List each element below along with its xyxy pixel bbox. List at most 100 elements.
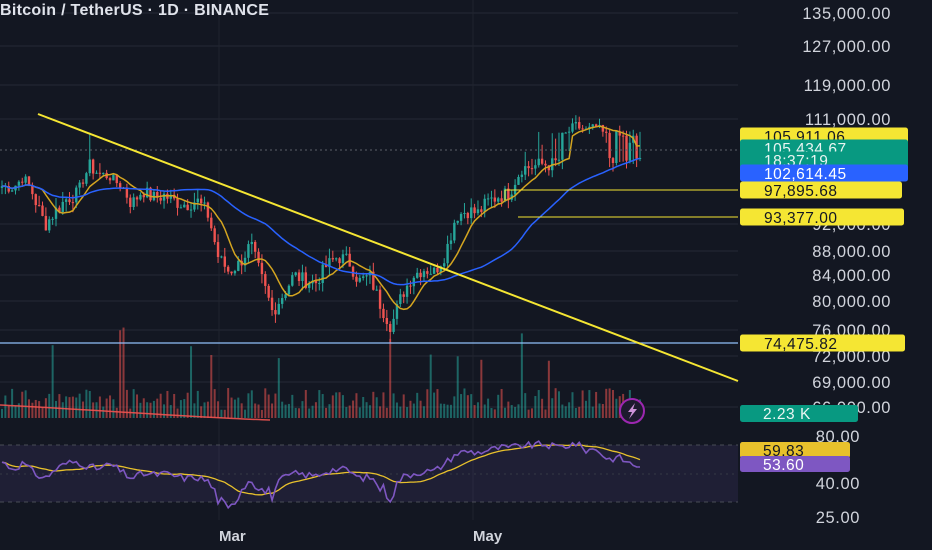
candle-body: [233, 270, 237, 274]
volume-bar: [163, 404, 166, 418]
volume-bar: [51, 345, 54, 418]
volume-bar: [503, 407, 506, 418]
volume-bar: [375, 397, 378, 418]
candle-body: [169, 194, 172, 199]
candle-body: [294, 272, 297, 276]
volume-bar: [132, 389, 135, 418]
candle-body: [473, 207, 476, 214]
candle-body: [108, 178, 112, 181]
volume-bar: [213, 389, 216, 418]
volume-bar: [419, 400, 422, 418]
rsi-tick-label: 40.00: [816, 475, 860, 493]
volume-bar: [551, 398, 554, 418]
candle-body: [334, 258, 338, 260]
candle-body: [183, 204, 186, 208]
rsi-label-rsi: 53.60: [763, 457, 804, 474]
volume-bar: [71, 396, 74, 418]
volume-bar: [416, 392, 419, 418]
volume-bar: [139, 402, 142, 418]
volume-bar: [483, 404, 486, 418]
volume-bar: [530, 408, 533, 418]
volume-bar: [439, 403, 442, 418]
volume-bar: [335, 392, 338, 418]
candle-body: [118, 183, 122, 189]
candle-body: [270, 297, 274, 311]
candle-body: [37, 205, 41, 207]
candle-body: [297, 272, 301, 281]
volume-bar: [554, 388, 557, 418]
volume-bar: [196, 390, 199, 418]
volume-bar: [34, 399, 37, 418]
volume-bar: [598, 403, 601, 418]
time-label-may: May: [473, 528, 503, 545]
replay-icon[interactable]: [619, 398, 645, 424]
volume-bar: [112, 399, 115, 418]
price-tick-label: 80,000.00: [812, 293, 891, 311]
price-label-bg: [740, 208, 904, 226]
volume-bar: [173, 393, 176, 418]
volume-bar: [379, 406, 382, 418]
candle-body: [61, 201, 64, 213]
candle-body: [544, 163, 547, 166]
candle-body: [318, 283, 321, 285]
candle-body: [48, 219, 51, 231]
candle-body: [21, 181, 24, 183]
candle-body: [399, 294, 402, 304]
volume-bar: [311, 405, 314, 418]
volume-bar: [605, 388, 608, 418]
candle-body: [287, 285, 291, 295]
volume-bar: [24, 390, 27, 418]
volume-bar: [98, 396, 101, 418]
candle-body: [10, 190, 14, 192]
volume-bar: [149, 402, 152, 418]
volume-bar: [547, 360, 550, 418]
volume-bar: [169, 405, 172, 418]
price-tick-label: 127,000.00: [802, 38, 891, 56]
candle-body: [574, 122, 578, 124]
candle-body: [277, 303, 281, 315]
volume-bar: [78, 393, 81, 418]
volume-bar: [68, 397, 71, 418]
candle-body: [210, 217, 213, 229]
volume-bar: [85, 389, 88, 418]
volume-bar: [142, 398, 145, 418]
volume-bar: [389, 338, 392, 418]
volume-bar: [28, 399, 31, 418]
candle-body: [0, 186, 4, 188]
volume-bar: [210, 355, 213, 418]
volume-bar: [446, 404, 449, 418]
candles: [0, 115, 642, 343]
volume-bar: [314, 402, 317, 418]
candle-body: [85, 173, 88, 184]
candle-body: [284, 294, 287, 299]
volume-bar: [48, 393, 51, 418]
candle-body: [230, 271, 233, 274]
trendline[interactable]: [37, 113, 739, 382]
candle-body: [341, 254, 345, 264]
volume-bar: [220, 409, 223, 418]
candle-body: [378, 289, 382, 309]
price-tick-label: 72,000.00: [812, 348, 891, 366]
candle-body: [162, 193, 166, 201]
volume-bar: [146, 402, 149, 418]
volume-bar: [304, 389, 307, 418]
volume-bar: [298, 408, 301, 418]
volume-bar: [41, 407, 44, 418]
candle-body: [382, 308, 385, 318]
candle-body: [361, 276, 365, 278]
candle-body: [395, 303, 399, 319]
price-label-ma: 102,614.45: [764, 166, 847, 183]
candle-body: [557, 159, 561, 161]
volume-bar: [38, 401, 41, 418]
volume-bar: [183, 399, 186, 418]
candle-body: [159, 197, 162, 201]
candle-body: [436, 267, 439, 273]
rsi-axis-ticks: 80.00 40.00 25.00: [816, 428, 860, 527]
volume-bar: [534, 396, 537, 418]
candle-body: [31, 185, 34, 195]
ma-slow-line: [1, 157, 641, 286]
volume-bar: [402, 394, 405, 418]
candle-body: [392, 318, 395, 332]
candle-body: [176, 198, 179, 208]
